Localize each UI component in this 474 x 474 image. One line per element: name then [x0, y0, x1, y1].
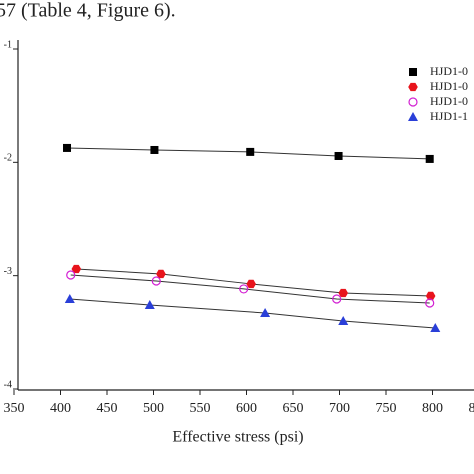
point — [334, 151, 343, 160]
y-tick-label: -1 — [4, 39, 12, 50]
x-tick-label: 700 — [329, 401, 350, 416]
point — [409, 68, 417, 76]
point — [430, 323, 441, 333]
x-tick-label: 550 — [190, 401, 211, 416]
x-tick-label: 500 — [143, 401, 164, 416]
point — [408, 112, 418, 121]
point — [425, 298, 435, 308]
point — [150, 145, 159, 154]
point — [425, 291, 436, 301]
point — [151, 276, 161, 286]
x-tick-label: 400 — [50, 401, 71, 416]
point — [408, 97, 418, 107]
fit-line — [69, 298, 436, 329]
legend-label: HJD1-0 — [430, 79, 468, 93]
point — [64, 294, 75, 304]
point — [71, 264, 82, 274]
caption: 57 (Table 4, Figure 6). — [0, 0, 176, 22]
point — [425, 154, 434, 163]
y-tick-label: -4 — [4, 379, 12, 390]
point — [332, 294, 342, 304]
x-axis-label: Effective stress (psi) — [172, 429, 303, 446]
y-tick-label: -3 — [4, 266, 12, 277]
legend-label: HJD1-1 — [430, 109, 468, 123]
point — [156, 269, 166, 279]
point — [260, 307, 271, 317]
legend-label: HJD1-0 — [430, 94, 468, 108]
fit-line — [70, 274, 430, 304]
x-tick-label: 350 — [4, 401, 25, 416]
x-tick-label: 800 — [422, 401, 443, 416]
point — [338, 288, 349, 298]
point — [246, 147, 255, 156]
x-tick-label: 600 — [236, 401, 257, 416]
x-tick-label: 850 — [469, 401, 474, 416]
x-tick-label: 650 — [283, 401, 304, 416]
legend-label: HJD1-0 — [430, 64, 468, 78]
point — [408, 82, 418, 92]
point — [246, 279, 256, 289]
x-tick-label: 450 — [97, 401, 118, 416]
point — [63, 143, 72, 152]
x-tick-label: 750 — [376, 401, 397, 416]
y-tick-label: -2 — [4, 153, 12, 164]
point — [338, 316, 349, 325]
point — [144, 300, 155, 310]
point — [66, 270, 76, 280]
point — [239, 284, 249, 294]
